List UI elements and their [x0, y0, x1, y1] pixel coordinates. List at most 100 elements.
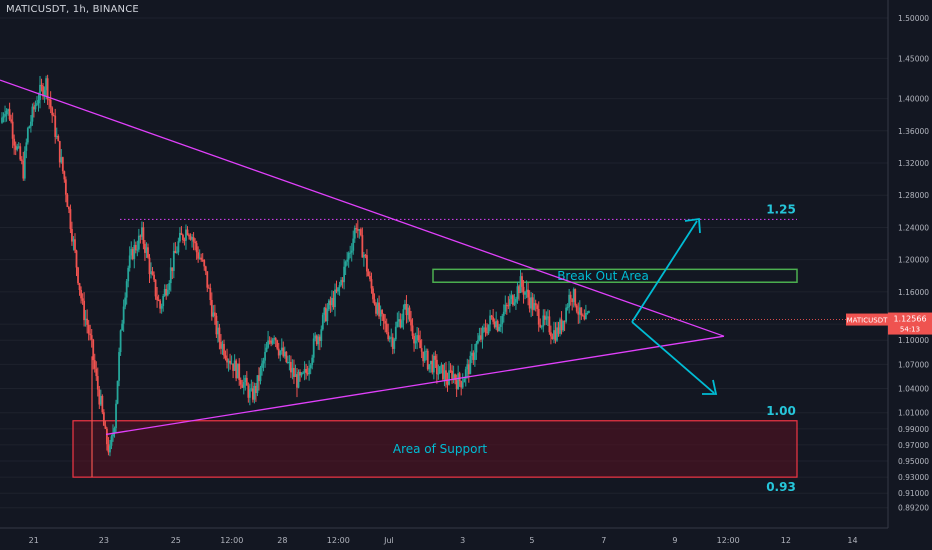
candle-body: [230, 363, 233, 365]
candle-body: [194, 241, 197, 244]
candle-body: [271, 339, 274, 344]
candle-body: [533, 303, 536, 310]
candle-body: [49, 99, 52, 108]
candle-body: [133, 244, 136, 259]
candle-body: [58, 141, 61, 163]
candle-body: [484, 327, 487, 332]
candle-body: [335, 289, 338, 292]
candle-body: [110, 436, 113, 446]
candle-body: [160, 306, 163, 309]
candle-body: [23, 150, 26, 179]
candle-body: [431, 360, 434, 373]
candle-body: [7, 109, 9, 111]
candle-body: [574, 288, 577, 306]
candle-body: [379, 310, 382, 317]
candle-body: [185, 229, 187, 241]
price-tag-symbol: MATICUSDT: [847, 317, 888, 325]
candle-body: [381, 310, 384, 315]
candle-body: [265, 347, 268, 352]
support-label: Area of Support: [393, 442, 488, 456]
y-tick-label: 1.10000: [898, 336, 929, 345]
candle-body: [268, 340, 271, 342]
candle-body: [539, 324, 542, 327]
candle-body: [64, 179, 67, 195]
candle-body: [583, 315, 586, 320]
candle-body: [314, 335, 317, 339]
candle-body: [420, 348, 423, 352]
candle-body: [404, 303, 406, 310]
candle-body: [472, 352, 475, 360]
candle-body: [63, 171, 66, 180]
candle-body: [99, 395, 102, 405]
candle-body: [385, 323, 388, 333]
candle-body: [192, 237, 195, 242]
candle-body: [545, 316, 548, 320]
candle-body: [5, 110, 8, 115]
candle-body: [248, 389, 251, 398]
candle-body: [277, 348, 280, 356]
candle-body: [96, 376, 99, 390]
price-tag-box: [888, 312, 932, 335]
candle-body: [83, 300, 86, 321]
candle-body: [452, 374, 455, 379]
candle-body: [39, 84, 41, 100]
candle-body: [276, 340, 279, 349]
candle-body: [460, 381, 463, 388]
candle-body: [42, 86, 44, 97]
candle-body: [513, 302, 516, 305]
candle-body: [171, 267, 174, 271]
candle-body: [411, 325, 414, 336]
candle-body: [89, 333, 92, 336]
candle-body: [569, 294, 572, 299]
candle-body: [416, 335, 418, 341]
candle-body: [425, 350, 428, 352]
candle-body: [137, 235, 140, 250]
candle-body: [461, 382, 464, 388]
candle-body: [236, 363, 239, 379]
candle-body: [92, 339, 95, 361]
candle-body: [516, 286, 519, 299]
candle-body: [19, 146, 22, 160]
candle-body: [20, 159, 23, 161]
candle-body: [362, 254, 365, 258]
candle-body: [106, 428, 108, 445]
candle-body: [498, 326, 501, 332]
candle-body: [577, 311, 580, 315]
candle-body: [467, 364, 470, 375]
y-tick-label: 1.45000: [898, 54, 929, 63]
price-tag-value: 1.12566: [893, 315, 926, 324]
candle-body: [197, 252, 200, 259]
candle-body: [296, 374, 298, 388]
candle-body: [227, 360, 230, 363]
candle-body: [229, 360, 231, 364]
candle-body: [45, 78, 47, 91]
candle-body: [394, 326, 397, 340]
candle-body: [221, 343, 224, 349]
candle-body: [207, 287, 210, 289]
candle-body: [504, 304, 507, 312]
candle-body: [440, 364, 443, 367]
candle-body: [305, 369, 308, 373]
y-tick-label: 0.91000: [898, 489, 929, 498]
candle-body: [399, 319, 402, 328]
candle-body: [29, 121, 32, 127]
candle-body: [454, 374, 457, 381]
candle-body: [559, 319, 561, 334]
y-tick-label: 1.07000: [898, 360, 929, 369]
candle-body: [122, 306, 125, 324]
candle-body: [174, 250, 177, 254]
candle-body: [116, 380, 119, 404]
candle-body: [323, 307, 326, 315]
candle-body: [264, 351, 266, 361]
candle-body: [372, 288, 374, 300]
candle-body: [115, 403, 117, 429]
y-tick-label: 1.16000: [898, 288, 929, 297]
candle-body: [369, 276, 371, 280]
candle-body: [466, 364, 469, 370]
candle-body: [350, 250, 353, 253]
candle-body: [451, 370, 453, 379]
candle-body: [140, 227, 143, 237]
candle-body: [150, 271, 152, 275]
descending-trendline: [0, 79, 725, 337]
